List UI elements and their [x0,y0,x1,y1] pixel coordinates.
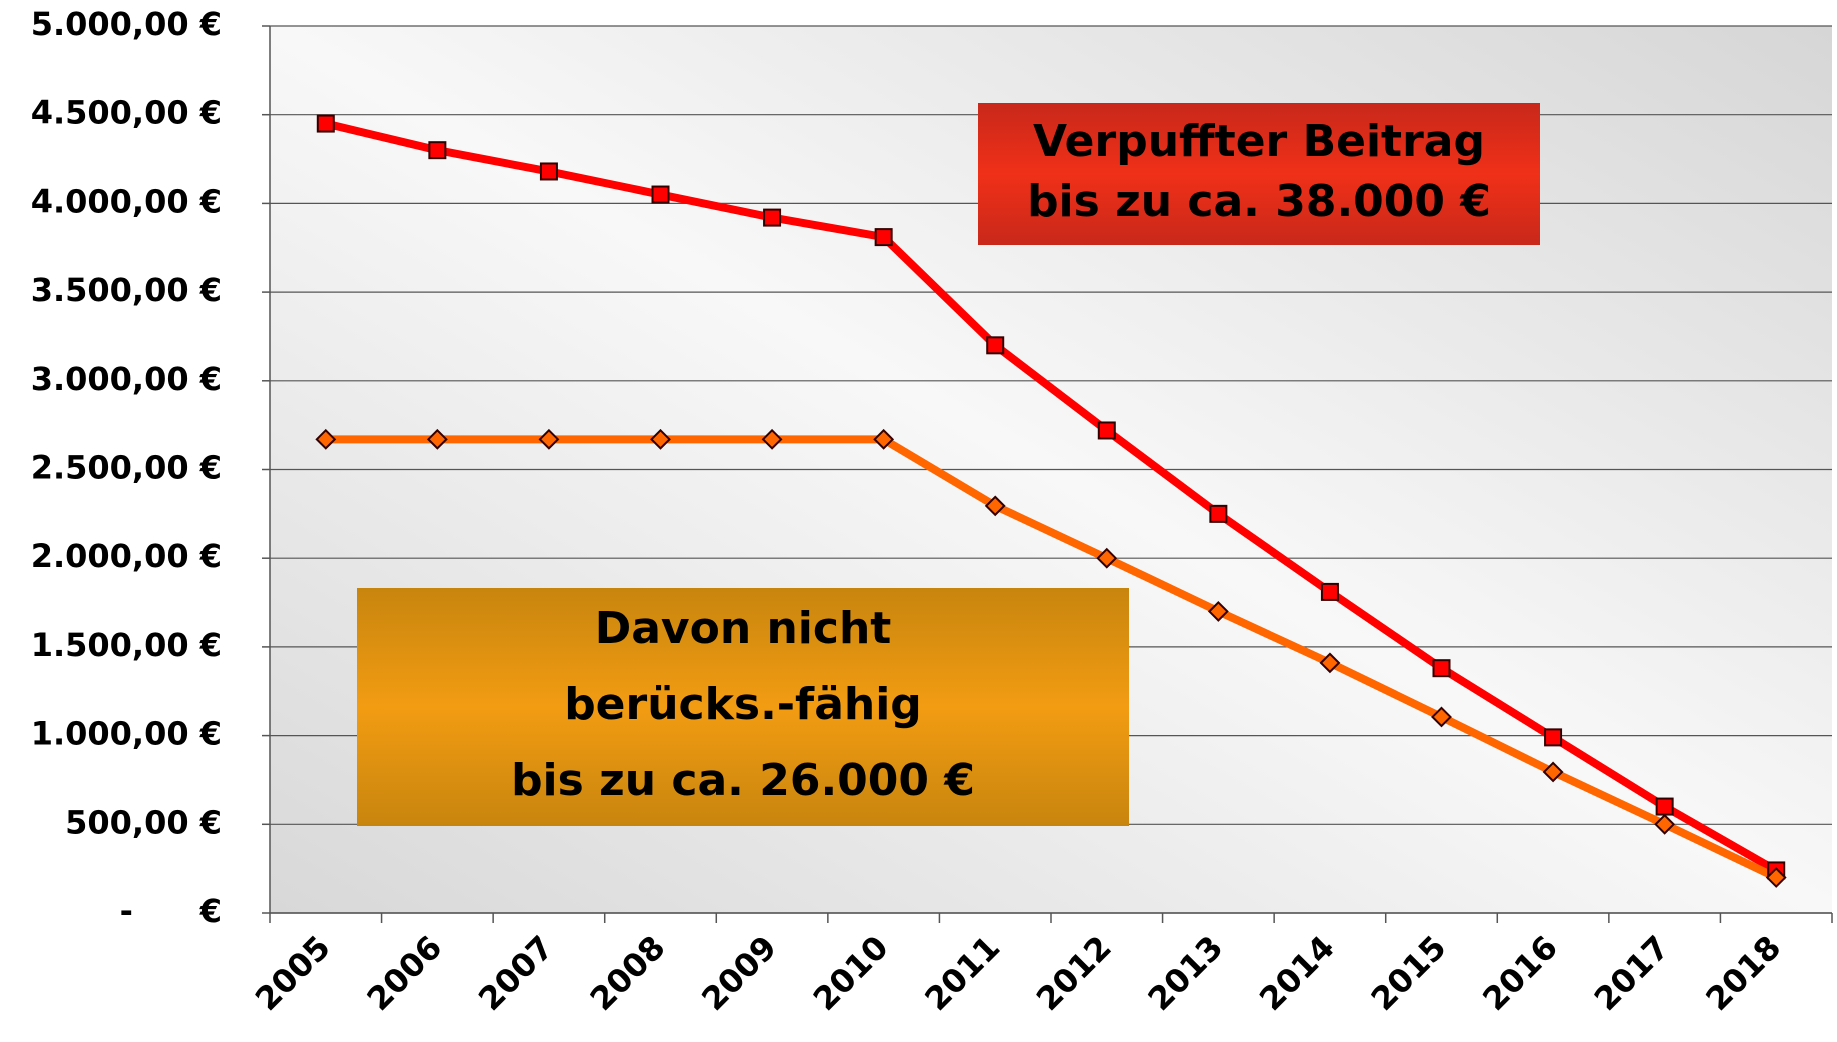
marker [986,336,1005,355]
y-tick-label: 5.000,00 € [31,5,222,43]
annotation-text: Davon nicht [595,603,892,654]
x-tick-label: 2015 [1364,928,1454,1018]
marker [1320,582,1339,601]
marker [650,428,671,450]
marker [1096,547,1118,569]
marker [428,141,447,160]
y-tick-label: 4.500,00 € [31,94,222,132]
marker [1431,706,1452,728]
y-tick-label: 2.500,00 € [31,449,222,487]
x-tick-label: 2009 [694,928,784,1018]
annotation-box [357,588,1129,826]
y-tick-label: 500,00 € [65,803,222,841]
marker [763,208,782,227]
x-tick-label: 2017 [1587,928,1677,1018]
series-line [325,435,1778,882]
y-tick-label: 2.000,00 € [31,537,222,575]
x-tick-label: 2008 [583,928,673,1018]
marker [1655,797,1674,816]
marker [315,428,337,450]
marker [1097,421,1116,440]
y-tick-label: - € [120,892,222,930]
marker [1765,867,1787,888]
annotation-text: berücks.-fähig [564,679,922,730]
x-tick-label: 2018 [1698,928,1788,1018]
x-tick-label: 2006 [360,928,450,1018]
marker [873,428,895,450]
marker [1654,813,1676,835]
marker [761,428,783,450]
x-tick-label: 2016 [1475,928,1565,1018]
annotation-text: Verpuffter Beitrag [1033,116,1485,167]
x-tick-label: 2007 [471,928,561,1018]
marker [539,162,558,181]
series-line [324,119,1779,874]
y-tick-label: 1.500,00 € [31,626,222,664]
marker [426,428,448,450]
marker [1207,601,1229,622]
x-tick-label: 2010 [806,928,896,1018]
annotation-text: bis zu ca. 26.000 € [511,755,975,806]
y-tick-label: 3.000,00 € [31,360,222,398]
marker [874,228,893,247]
annotation-box [978,103,1540,245]
marker [984,495,1006,517]
x-tick-label: 2014 [1252,928,1342,1018]
y-tick-label: 4.000,00 € [31,182,222,220]
x-tick-label: 2005 [248,928,338,1018]
marker [1209,504,1228,523]
x-tick-label: 2011 [917,928,1007,1018]
y-tick-label: 3.500,00 € [31,271,222,309]
marker [1432,659,1451,678]
annotation-text: bis zu ca. 38.000 € [1027,176,1491,227]
marker [1544,728,1563,747]
marker [651,185,670,204]
x-tick-label: 2012 [1029,928,1119,1018]
y-tick-label: 1.000,00 € [31,715,222,753]
marker [316,114,335,133]
marker [1542,761,1564,783]
marker [1319,652,1341,674]
x-tick-label: 2013 [1141,928,1231,1018]
marker [538,428,560,450]
